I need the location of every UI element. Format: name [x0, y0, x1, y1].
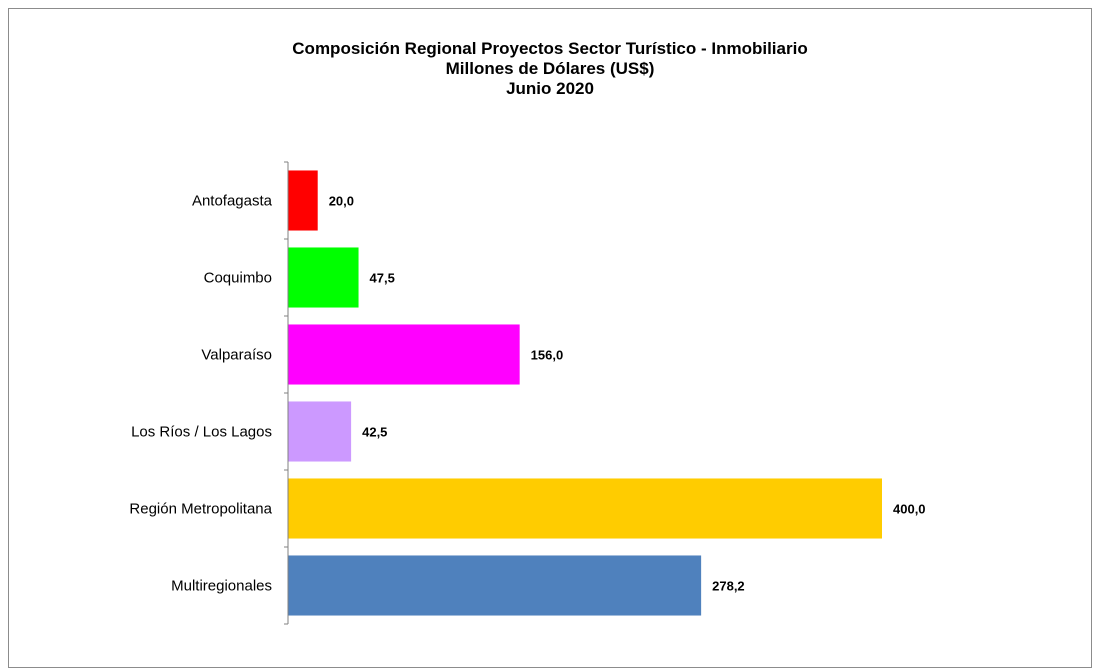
bar-2 [288, 324, 520, 385]
category-label: Multiregionales [171, 578, 272, 595]
value-label: 42,5 [362, 425, 387, 440]
bar-5 [288, 555, 702, 616]
value-label: 156,0 [531, 348, 564, 363]
category-label: Valparaíso [201, 347, 272, 364]
bar-3 [288, 401, 352, 462]
value-label: 47,5 [370, 271, 395, 286]
category-label: Región Metropolitana [129, 501, 272, 518]
category-label: Antofagasta [192, 193, 273, 210]
chart-subtitle-line-1: Millones de Dólares (US$) [445, 59, 655, 78]
value-label: 20,0 [329, 194, 354, 209]
category-label: Los Ríos / Los Lagos [131, 424, 272, 441]
bar-4 [288, 478, 882, 539]
value-label: 400,0 [893, 502, 926, 517]
chart-title: Composición Regional Proyectos Sector Tu… [292, 39, 808, 58]
value-label: 278,2 [712, 579, 745, 594]
category-label: Coquimbo [204, 270, 272, 287]
chart-title-block: Composición Regional Proyectos Sector Tu… [8, 39, 1092, 99]
bar-1 [288, 247, 359, 308]
chart-subtitle-line-2: Junio 2020 [506, 79, 594, 98]
bar-0 [288, 170, 318, 231]
plot-area: Antofagasta 20,0 Coquimbo 47,5 Valparaíso 156… [129, 161, 926, 625]
